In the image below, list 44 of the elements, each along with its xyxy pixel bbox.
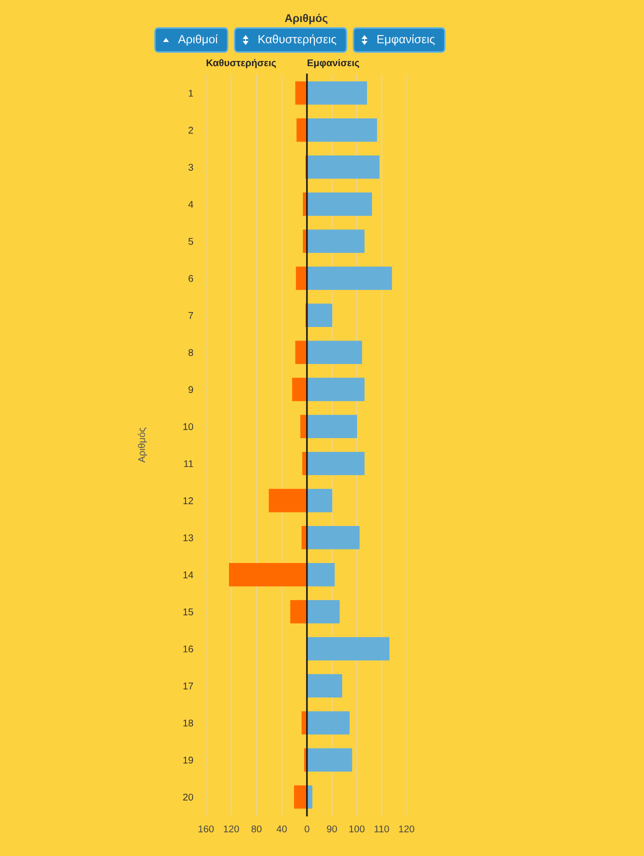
y-tick-label: 1 xyxy=(188,90,194,97)
y-tick-label: 19 xyxy=(183,756,194,764)
y-tick-label: 12 xyxy=(183,497,194,504)
y-tick-label: 10 xyxy=(183,423,194,430)
y-tick-label: 7 xyxy=(188,312,194,319)
y-tick-label: 2 xyxy=(188,126,194,134)
bar xyxy=(292,378,307,402)
y-tick-label: 13 xyxy=(183,534,194,542)
text: Αριθμοί xyxy=(178,34,218,46)
x-tick-label: 160 xyxy=(198,825,214,832)
y-tick-label: 3 xyxy=(188,164,194,171)
chart-subtitle: Καθυστερήσεις xyxy=(206,59,276,68)
bar xyxy=(295,81,307,105)
x-tick-label: 110 xyxy=(374,825,389,832)
text: Καθυστερήσεις xyxy=(258,34,336,46)
y-tick-label: 17 xyxy=(183,682,194,690)
x-tick-label: 90 xyxy=(326,825,337,832)
x-tick-label: 120 xyxy=(224,825,239,832)
y-tick-label: 15 xyxy=(183,608,194,616)
y-tick-label: 8 xyxy=(188,349,194,356)
y-tick-label: 6 xyxy=(188,275,194,282)
y-tick-label: 14 xyxy=(183,572,194,578)
bar xyxy=(296,266,307,290)
x-tick-label: 0 xyxy=(304,825,310,832)
bar xyxy=(302,526,307,550)
chart-title: Αριθμός xyxy=(284,14,328,24)
x-tick-label: 40 xyxy=(276,825,287,832)
bar xyxy=(296,118,307,142)
y-tick-label: 5 xyxy=(188,238,194,245)
x-tick-label: 120 xyxy=(399,825,414,832)
y-tick-label: 18 xyxy=(183,720,194,726)
y-tick-label: 4 xyxy=(188,201,194,208)
y-axis-title: Αριθμός xyxy=(138,428,147,463)
bar xyxy=(295,340,307,364)
x-tick-label: 100 xyxy=(349,825,364,832)
y-tick-label: 16 xyxy=(183,646,194,652)
bar xyxy=(302,711,307,735)
chart-subtitle: Εμφανίσεις xyxy=(308,59,360,68)
y-tick-label: 9 xyxy=(188,386,194,394)
y-tick-label: 11 xyxy=(184,460,194,468)
text: Εμφανίσεις xyxy=(377,34,435,46)
bar xyxy=(302,452,307,476)
x-tick-label: 80 xyxy=(252,825,262,832)
y-tick-label: 20 xyxy=(183,794,194,801)
